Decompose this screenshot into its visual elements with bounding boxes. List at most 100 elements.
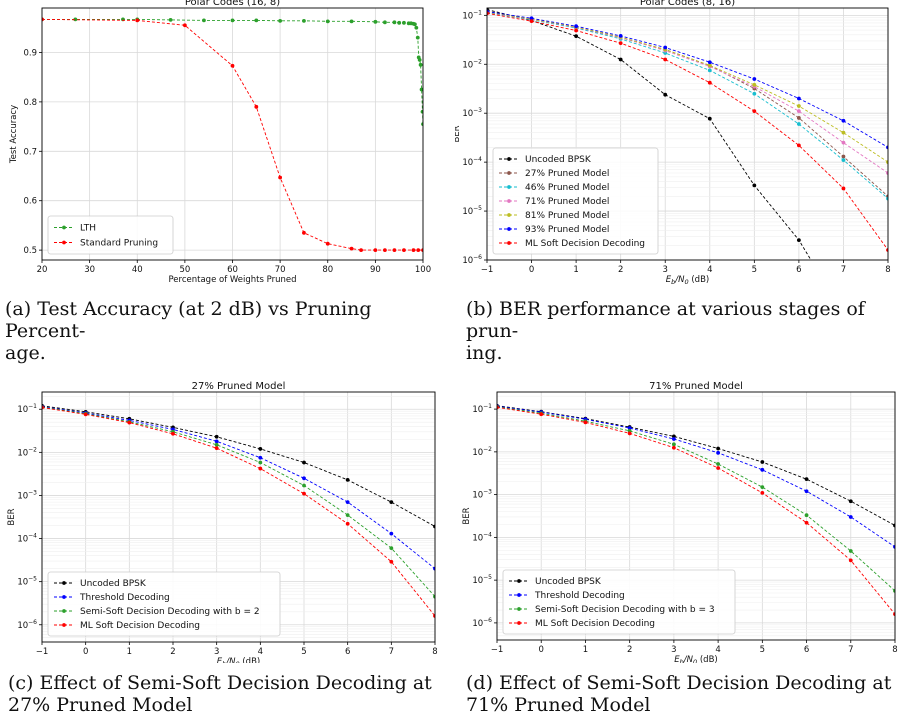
acc-xtick-label: 40	[132, 265, 143, 275]
ss71-xtick-label: 6	[804, 645, 809, 655]
ber-point-5	[796, 96, 801, 101]
acc-point-1	[325, 241, 330, 246]
ss27-point-0	[389, 500, 394, 505]
ss27-xtick-label: 7	[389, 647, 394, 657]
ss27-point-3	[83, 412, 88, 417]
ss71-legend-marker	[517, 607, 521, 611]
ber-point-1	[841, 154, 846, 159]
ber-xtick-label: 8	[885, 265, 890, 275]
ss27-point-2	[258, 460, 263, 465]
ss27-legend-entry: Semi-Soft Decision Decoding with b = 2	[80, 607, 260, 617]
ss27-point-0	[258, 447, 263, 451]
ber-legend-marker	[507, 157, 511, 161]
ss71-point-2	[848, 549, 853, 553]
ber-point-6	[618, 41, 623, 46]
ber-ytick-label: 10−1	[462, 9, 482, 21]
acc-point-0	[417, 57, 422, 62]
ss71-series-line-0	[497, 405, 895, 526]
ber-point-5	[707, 60, 712, 65]
ss71-point-1	[760, 467, 765, 472]
ss27-legend-entry: ML Soft Decision Decoding	[80, 621, 200, 631]
ber-point-0	[752, 183, 757, 188]
ber-legend-entry: 27% Pruned Model	[525, 169, 609, 179]
ber-legend-entry: ML Soft Decision Decoding	[525, 239, 645, 249]
ss27-ytick-label: 10−6	[17, 619, 37, 631]
ss27-xtick-label: 1	[127, 647, 132, 657]
ber-ytick-label: 10−5	[462, 205, 482, 217]
acc-legend-marker	[62, 240, 66, 245]
ss27-legend: Uncoded BPSK Threshold Decoding Semi-Soft …	[47, 571, 281, 637]
acc-point-1	[302, 230, 306, 235]
ss27-point-0	[345, 477, 350, 482]
ss27-svg: −1 0 1 2 3 4 5 6 7 8 10−6 10−5 10−4 10−3 10−2 10−1 27% P…	[7, 381, 438, 663]
ber-point-6	[752, 109, 757, 114]
ss27-xtick-label: 5	[301, 647, 306, 657]
acc-point-1	[402, 248, 406, 253]
acc-xtick-label: 20	[37, 265, 48, 275]
ber-point-6	[663, 57, 668, 62]
ber-point-6	[796, 143, 801, 148]
acc-xtick-label: 30	[84, 265, 95, 275]
acc-point-1	[254, 104, 259, 109]
ss71-point-3	[760, 490, 765, 495]
ss71-point-2	[893, 589, 895, 593]
ber-xtick-label: 4	[707, 265, 712, 275]
ber-legend-marker	[507, 171, 511, 175]
acc-point-0	[418, 62, 423, 67]
ss71-legend-entry: ML Soft Decision Decoding	[535, 619, 655, 629]
acc-point-1	[349, 246, 354, 251]
acc-x-axis-label: Percentage of Weights Pruned	[168, 275, 296, 285]
ss27-point-2	[214, 442, 219, 447]
acc-plot-frame	[41, 7, 424, 261]
ss27-legend-marker	[62, 623, 66, 627]
ss27-point-1	[389, 531, 394, 536]
ber-point-5	[841, 118, 846, 123]
acc-point-0	[397, 20, 402, 25]
ber-grid	[484, 8, 889, 263]
acc-ytick-label: 0.8	[23, 98, 37, 108]
acc-legend-entry: Standard Pruning	[80, 239, 158, 249]
ss71-legend-entry: Uncoded BPSK	[535, 577, 602, 587]
acc-point-0	[383, 20, 387, 25]
acc-point-1	[182, 23, 187, 28]
acc-point-1	[230, 63, 235, 68]
acc-point-0	[415, 35, 420, 40]
ss27-point-0	[433, 524, 435, 529]
ss27-ytick-label: 10−1	[17, 403, 37, 415]
acc-point-1	[359, 248, 363, 253]
ss27-y-axis-label: BER	[7, 508, 17, 525]
ss27-series-line-3	[42, 407, 435, 617]
ss27-point-3	[433, 614, 435, 618]
chart-semisoft-71: −1 0 1 2 3 4 5 6 7 8 10−6 10−5 10−4 10−3 10−2 10−1 71% P…	[455, 373, 907, 663]
ber-xtick-label: 7	[841, 265, 846, 275]
ss71-xtick-label: 0	[539, 645, 544, 655]
ss27-ytick-label: 10−5	[17, 576, 37, 588]
ss27-point-1	[258, 455, 263, 460]
ber-xtick-label: 1	[573, 265, 578, 275]
ber-plot-frame	[486, 7, 889, 261]
ss27-point-3	[345, 521, 350, 526]
ss71-point-0	[760, 460, 765, 464]
ss71-point-1	[627, 426, 632, 430]
acc-point-0	[421, 122, 423, 127]
ber-point-3	[796, 109, 801, 114]
ss71-xtick-label: 2	[627, 645, 632, 655]
ss27-point-3	[302, 491, 306, 496]
ber-point-6	[707, 80, 712, 85]
ss71-xtick-label: 4	[715, 645, 720, 655]
ss71-ytick-label: 10−6	[472, 617, 492, 629]
ss27-xtick-label: −1	[36, 647, 49, 657]
ss27-point-3	[42, 405, 44, 410]
ss27-legend-marker	[62, 609, 66, 613]
ber-series-line-2	[487, 12, 888, 199]
ber-point-5	[663, 45, 668, 50]
acc-ytick-label: 0.9	[23, 48, 37, 58]
ber-point-4	[886, 160, 888, 165]
ber-legend-entry: 71% Pruned Model	[525, 197, 609, 207]
ss71-point-0	[848, 499, 853, 504]
acc-xtick-label: 70	[275, 265, 286, 275]
ss27-xtick-label: 6	[345, 647, 350, 657]
acc-point-0	[325, 19, 330, 24]
caption-a: (a) Test Accuracy (at 2 dB) vs Pruning P…	[5, 298, 372, 364]
ber-point-0	[574, 34, 579, 39]
